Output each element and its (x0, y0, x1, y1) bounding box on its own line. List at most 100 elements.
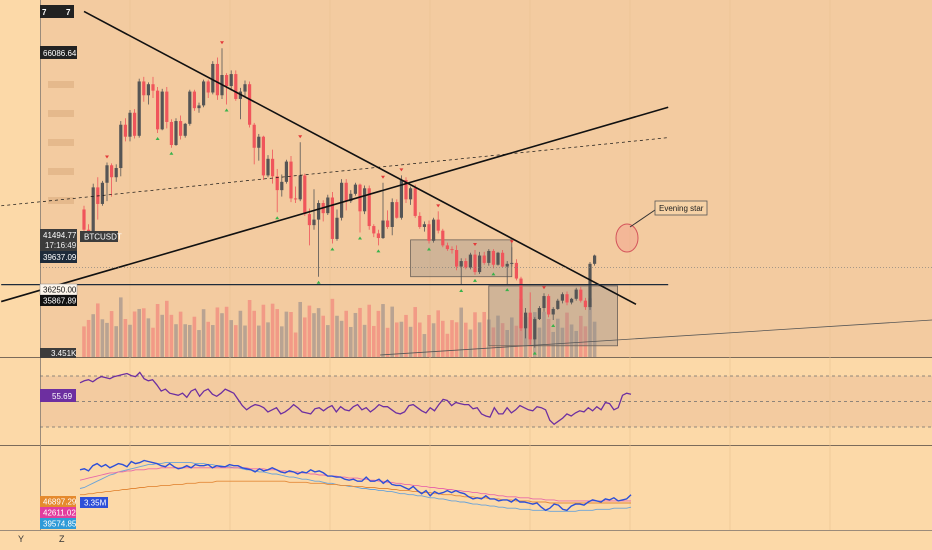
volume-bars (82, 297, 597, 357)
price-labels: 7 7 66086.64 41494.77 17:16:49 BTCUSDT 3… (39, 5, 122, 529)
candle-body (183, 123, 187, 136)
fractal-up-marker (220, 41, 224, 45)
candle-body (215, 63, 219, 96)
candle-body (565, 294, 569, 303)
candle-body (556, 300, 560, 309)
volume-bar (473, 312, 477, 357)
top-price-tag (40, 5, 74, 18)
candle-body (583, 300, 587, 308)
current-price-text: 41494.77 (43, 231, 77, 240)
volume-bar (234, 325, 238, 357)
volume-bar (413, 307, 417, 357)
volume-bar (542, 311, 546, 357)
level-price-text: 39637.09 (43, 253, 77, 262)
candle-body (547, 296, 551, 315)
candle-body (473, 254, 477, 273)
callout-line (629, 209, 656, 228)
volume-bar (427, 315, 431, 357)
obv-ma-fast-line (79, 467, 631, 502)
fractal-down-marker (275, 216, 280, 220)
volume-bar (132, 311, 137, 357)
candle-body (188, 91, 192, 124)
obv-tag (80, 497, 108, 508)
volume-bar (261, 304, 266, 357)
callout-box[interactable] (654, 200, 708, 216)
volume-bar (238, 310, 243, 357)
candle-body (151, 84, 155, 91)
candle-body (487, 250, 491, 263)
candle-body (248, 84, 252, 125)
fractal-down-marker (155, 137, 160, 141)
volume-bar (123, 319, 128, 357)
volume-bar (119, 297, 123, 357)
candle-body (560, 294, 564, 301)
candle-body (524, 312, 528, 329)
volume-bar (293, 332, 298, 357)
price-pane[interactable] (40, 0, 932, 357)
candle-body (593, 255, 597, 264)
volume-bar (201, 309, 206, 357)
candle-body (427, 224, 431, 241)
axis-y-label[interactable]: Y (18, 534, 25, 544)
symbol-text: BTCUSDT (84, 233, 122, 242)
candle-body (468, 254, 472, 268)
volume-bar (395, 322, 399, 357)
volume-bar (105, 322, 109, 357)
countdown-text: 17:16:49 (45, 241, 77, 250)
volume-bar (211, 325, 215, 357)
candle-body (192, 91, 196, 109)
volume-bar (280, 326, 284, 357)
volume-bar (165, 300, 169, 357)
ma-mid-text: 46897.29 (43, 498, 77, 507)
candle-body (376, 233, 380, 239)
volume-bar (579, 315, 583, 357)
high-price-text: 66086.64 (43, 49, 77, 58)
candle-body (390, 202, 394, 227)
evening-star-annotation[interactable]: Evening star (615, 200, 708, 253)
volume-bar (86, 319, 91, 357)
fractal-down-marker (224, 108, 229, 112)
axis-z-label[interactable]: Z (59, 534, 65, 544)
ma-fast-text: 42611.02 (43, 509, 76, 518)
volume-bar (316, 308, 321, 357)
volume-bar (215, 307, 220, 357)
candle-body (169, 121, 173, 145)
volume-bar (229, 320, 233, 357)
candle-body (381, 220, 385, 239)
volume-bar (500, 323, 505, 357)
candle-body (418, 215, 422, 227)
candle-body (165, 91, 169, 122)
candle-body (229, 74, 233, 87)
volume-bar (335, 315, 339, 357)
volume-bar (551, 331, 555, 357)
volume-bar (197, 330, 201, 357)
fractal-up-marker (542, 286, 546, 290)
fractal-up-marker (473, 243, 477, 246)
candle-body (110, 165, 114, 178)
volume-bar (445, 333, 450, 357)
candle-body (432, 219, 436, 241)
candle-body (123, 124, 127, 137)
volume-bar (169, 314, 174, 357)
volume-bar (188, 324, 192, 357)
current-price-tag (40, 229, 77, 252)
candle-body (579, 289, 583, 301)
symbol-tag (80, 231, 118, 242)
candle-body (266, 158, 270, 176)
volume-bar (459, 307, 463, 357)
highlight-circle[interactable] (615, 223, 639, 253)
trendlines[interactable] (0, 10, 932, 356)
volume-bar (114, 326, 118, 357)
top-price-text: 7 (42, 8, 47, 17)
volume-bar (252, 310, 256, 357)
volume-bar (220, 313, 224, 357)
fractal-down-marker (316, 280, 321, 284)
volume-bar (247, 300, 252, 357)
candle-body (142, 81, 146, 96)
dashed-trendline (1, 137, 669, 207)
candle-body (202, 81, 206, 106)
volume-bar (510, 317, 514, 357)
volume-bar (275, 309, 279, 357)
